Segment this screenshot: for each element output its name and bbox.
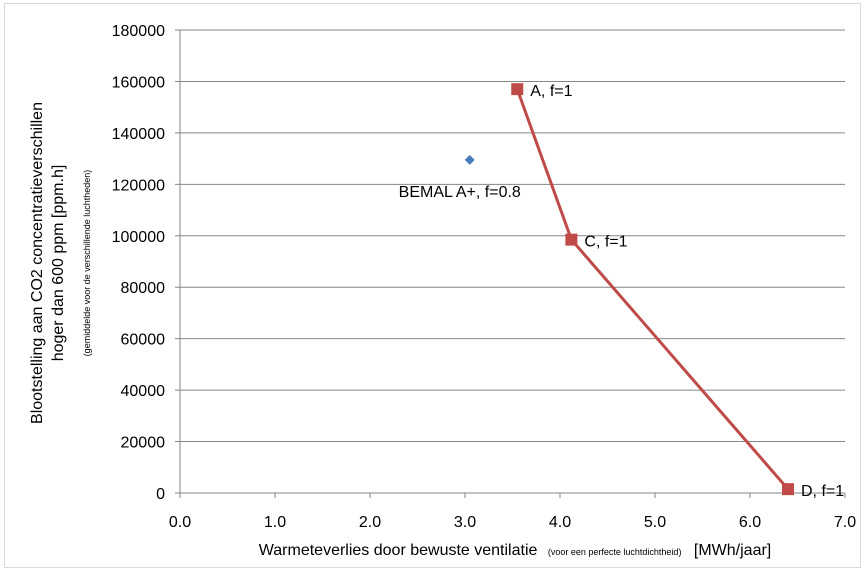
y-tick-labels: 0 20000 40000 60000 80000 100000 120000 140000 1… xyxy=(112,23,165,503)
square-marker xyxy=(565,233,578,246)
square-marker xyxy=(782,483,794,496)
y-tick-label: 120000 xyxy=(112,177,165,194)
x-tick-label: 0.0 xyxy=(169,514,191,531)
x-tick-label: 1.0 xyxy=(264,514,286,531)
y-tick-label: 100000 xyxy=(112,229,165,246)
y-tick-label: 20000 xyxy=(121,435,166,452)
y-tick-label: 40000 xyxy=(121,383,166,400)
x-tick-label: 5.0 xyxy=(644,514,666,531)
y-axis-title-line1: Blootstelling aan CO2 concentratieversch… xyxy=(29,102,46,424)
data-label: D, f=1 xyxy=(801,483,844,500)
x-tick-label: 2.0 xyxy=(359,514,381,531)
y-tick-label: 80000 xyxy=(121,280,166,297)
data-label: BEMAL A+, f=0.8 xyxy=(399,184,521,201)
axes xyxy=(175,29,846,498)
square-marker xyxy=(511,83,524,96)
diamond-marker xyxy=(464,154,475,165)
x-tick-labels: 0.0 1.0 2.0 3.0 4.0 5.0 6.0 7.0 xyxy=(169,514,856,531)
y-tick-label: 140000 xyxy=(112,126,165,143)
x-tick-label: 3.0 xyxy=(454,514,476,531)
grid-lines xyxy=(180,29,845,443)
series-line xyxy=(515,88,790,491)
y-tick-label: 160000 xyxy=(112,74,165,91)
x-axis-title-main: Warmeteverlies door bewuste ventilatie xyxy=(259,542,538,559)
data-label: A, f=1 xyxy=(530,83,572,100)
x-axis-title-note: (voor een perfecte luchtdichtheid) xyxy=(548,547,682,557)
y-tick-label: 180000 xyxy=(112,23,165,40)
x-tick-label: 7.0 xyxy=(834,514,856,531)
data-markers xyxy=(464,83,794,496)
x-axis-title: Warmeteverlies door bewuste ventilatie (… xyxy=(259,542,771,559)
x-tick-label: 4.0 xyxy=(549,514,571,531)
y-tick-label: 60000 xyxy=(121,332,166,349)
x-axis-title-unit: [MWh/jaar] xyxy=(694,542,771,559)
chart-frame xyxy=(4,3,861,568)
x-tick-label: 6.0 xyxy=(739,514,761,531)
series-lines xyxy=(515,88,790,491)
y-axis-title-line2: hoger dan 600 ppm [ppm.h] xyxy=(50,165,67,362)
y-tick-label: 0 xyxy=(156,486,165,503)
y-axis-title-note: (gemiddelde voor de verschillende luchth… xyxy=(82,170,92,357)
data-labels: BEMAL A+, f=0.8 A, f=1 C, f=1 D, f=1 xyxy=(399,83,845,500)
data-label: C, f=1 xyxy=(584,234,627,251)
